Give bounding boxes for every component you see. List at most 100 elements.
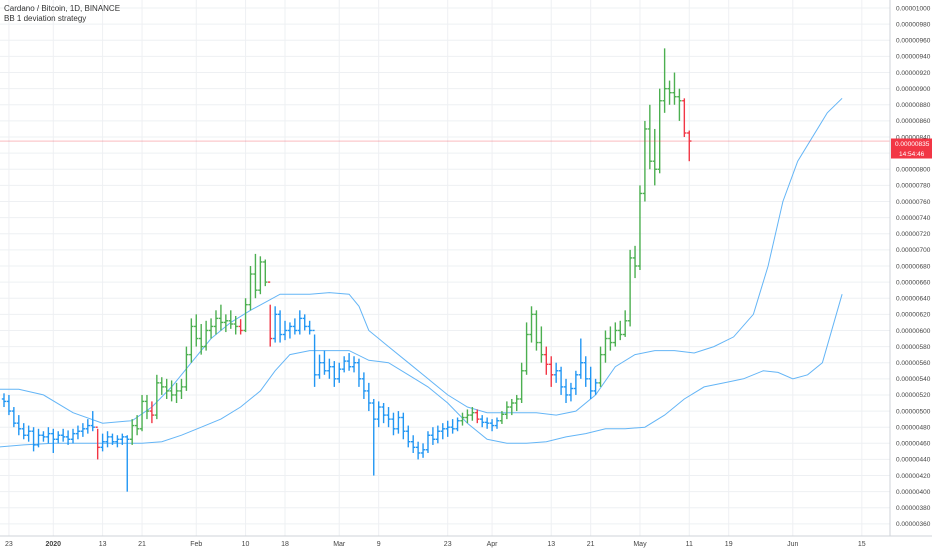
- ohlc-bar[interactable]: [297, 310, 302, 335]
- ohlc-bar[interactable]: [425, 431, 431, 453]
- ohlc-bar[interactable]: [465, 409, 470, 424]
- ohlc-bar[interactable]: [31, 427, 36, 452]
- ohlc-bar[interactable]: [332, 361, 337, 387]
- ohlc-bar[interactable]: [292, 318, 298, 335]
- ohlc-bar[interactable]: [553, 362, 559, 383]
- ohlc-bar[interactable]: [56, 431, 61, 444]
- ohlc-bar[interactable]: [169, 380, 174, 402]
- ohlc-bar[interactable]: [652, 128, 657, 186]
- symbol-title[interactable]: Cardano / Bitcoin, 1D, BINANCE: [4, 4, 121, 13]
- ohlc-bar[interactable]: [46, 427, 51, 444]
- ohlc-bar[interactable]: [489, 419, 495, 432]
- ohlc-bar[interactable]: [194, 314, 199, 347]
- ohlc-bar[interactable]: [322, 350, 327, 375]
- ohlc-bar[interactable]: [228, 310, 233, 329]
- ohlc-bar[interactable]: [302, 314, 307, 331]
- ohlc-bar[interactable]: [514, 394, 519, 412]
- ohlc-bar[interactable]: [391, 412, 396, 436]
- ohlc-bar[interactable]: [248, 265, 253, 311]
- ohlc-bar[interactable]: [396, 411, 401, 434]
- ohlc-bar[interactable]: [381, 403, 386, 424]
- ohlc-bar[interactable]: [233, 315, 238, 335]
- ohlc-bar[interactable]: [415, 441, 421, 460]
- ohlc-bar[interactable]: [450, 419, 455, 434]
- ohlc-bar[interactable]: [179, 378, 184, 399]
- ohlc-bar[interactable]: [563, 378, 569, 404]
- ohlc-bar[interactable]: [657, 88, 662, 174]
- ohlc-bar[interactable]: [435, 425, 441, 444]
- ohlc-bar[interactable]: [11, 407, 17, 428]
- ohlc-bar[interactable]: [475, 409, 480, 424]
- ohlc-bar[interactable]: [627, 249, 633, 327]
- ohlc-bar[interactable]: [243, 298, 248, 333]
- ohlc-bar[interactable]: [100, 433, 105, 452]
- ohlc-bar[interactable]: [534, 310, 539, 351]
- ohlc-bar[interactable]: [268, 281, 273, 347]
- ohlc-bar[interactable]: [578, 338, 584, 379]
- ohlc-bar[interactable]: [647, 104, 653, 170]
- ohlc-bar[interactable]: [282, 320, 288, 341]
- ohlc-bar[interactable]: [203, 320, 209, 351]
- ohlc-bar[interactable]: [687, 130, 692, 162]
- ohlc-bar[interactable]: [420, 443, 426, 458]
- ohlc-bar[interactable]: [406, 425, 411, 448]
- ohlc-bar[interactable]: [346, 353, 352, 371]
- ohlc-bar[interactable]: [494, 417, 500, 429]
- ohlc-bar[interactable]: [573, 370, 579, 395]
- ohlc-bar[interactable]: [272, 306, 278, 343]
- ohlc-bar[interactable]: [174, 382, 179, 404]
- ohlc-bar[interactable]: [253, 253, 258, 299]
- ohlc-bar[interactable]: [307, 320, 312, 335]
- ohlc-bar[interactable]: [287, 322, 293, 339]
- ohlc-bar[interactable]: [70, 428, 76, 444]
- ohlc-bar[interactable]: [65, 430, 71, 445]
- ohlc-bar[interactable]: [682, 98, 687, 138]
- ohlc-bar[interactable]: [480, 415, 485, 428]
- time-axis[interactable]: 23 2020 13 21 Feb 10 18 Mar 9 23 Apr 13 21 May 11 19 Jun…: [5, 541, 866, 548]
- ohlc-bar[interactable]: [598, 346, 603, 387]
- ohlc-bar[interactable]: [539, 326, 544, 363]
- ohlc-bar[interactable]: [549, 356, 554, 387]
- ohlc-bar[interactable]: [218, 304, 224, 331]
- ohlc-bar[interactable]: [484, 417, 490, 429]
- ohlc-bar[interactable]: [583, 356, 588, 387]
- ohlc-bar[interactable]: [410, 435, 416, 453]
- ohlc-bar[interactable]: [36, 428, 41, 448]
- ohlc-bar[interactable]: [115, 435, 120, 448]
- ohlc-bar[interactable]: [149, 401, 155, 424]
- ohlc-bar[interactable]: [371, 398, 376, 476]
- ohlc-bar[interactable]: [341, 356, 347, 373]
- ohlc-bar[interactable]: [154, 374, 160, 420]
- ohlc-bar[interactable]: [26, 425, 31, 442]
- ohlc-bar[interactable]: [16, 415, 21, 436]
- ohlc-bar[interactable]: [90, 411, 95, 432]
- ohlc-bar[interactable]: [356, 358, 362, 387]
- ohlc-bar[interactable]: [351, 356, 357, 373]
- ohlc-bar[interactable]: [603, 330, 608, 363]
- ohlc-bar[interactable]: [258, 256, 263, 295]
- ohlc-bar[interactable]: [588, 366, 593, 399]
- ohlc-bar[interactable]: [677, 88, 682, 121]
- ohlc-bar[interactable]: [524, 322, 529, 375]
- ohlc-bar[interactable]: [238, 319, 243, 335]
- price-axis[interactable]: 0.00000360 0.00000380 0.00000400 0.00000420…: [896, 5, 931, 528]
- ohlc-bar[interactable]: [1, 393, 7, 408]
- ohlc-bar[interactable]: [376, 401, 381, 428]
- ohlc-bar[interactable]: [613, 322, 618, 347]
- ohlc-bar[interactable]: [558, 366, 564, 395]
- ohlc-bar[interactable]: [519, 362, 524, 404]
- ohlc-bar[interactable]: [139, 394, 145, 432]
- ohlc-bar[interactable]: [499, 411, 505, 424]
- ohlc-bar[interactable]: [440, 423, 445, 440]
- ohlc-bar[interactable]: [529, 306, 534, 343]
- ohlc-bar[interactable]: [504, 401, 510, 420]
- ohlc-bar[interactable]: [455, 417, 460, 432]
- ohlc-bar[interactable]: [637, 185, 643, 271]
- ohlc-bar[interactable]: [223, 314, 229, 333]
- ohlc-bar[interactable]: [60, 428, 66, 442]
- ohlc-bar[interactable]: [75, 425, 81, 440]
- ohlc-bar[interactable]: [159, 377, 164, 395]
- ohlc-bar[interactable]: [544, 346, 549, 375]
- ohlc-bar[interactable]: [366, 382, 372, 412]
